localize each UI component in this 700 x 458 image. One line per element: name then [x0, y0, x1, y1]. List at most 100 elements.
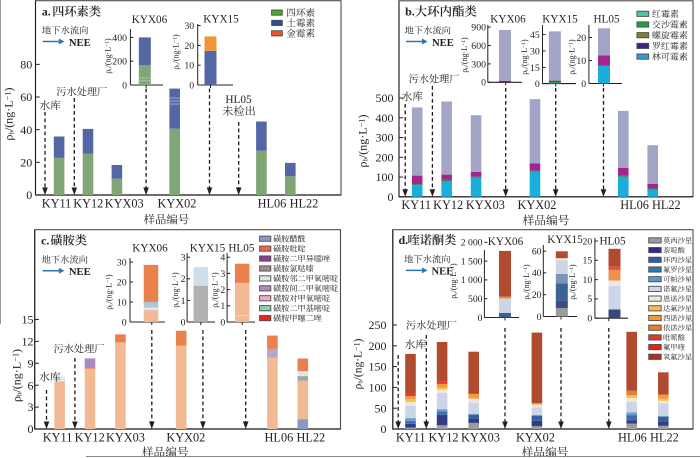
svg-text:HL05: HL05 — [599, 236, 626, 248]
svg-text:0: 0 — [481, 78, 486, 89]
svg-text:HL22: HL22 — [652, 198, 681, 212]
svg-text:10: 10 — [117, 297, 127, 308]
svg-text:15: 15 — [583, 256, 593, 267]
svg-text:KYX06: KYX06 — [132, 242, 168, 254]
svg-text:1 000: 1 000 — [461, 275, 483, 286]
svg-text:ρb/(ng·L−1): ρb/(ng·L−1) — [10, 349, 24, 402]
svg-text:KYX03: KYX03 — [466, 198, 505, 212]
svg-text:30: 30 — [117, 257, 127, 268]
svg-text:250: 250 — [369, 318, 387, 332]
svg-text:NEE: NEE — [69, 267, 91, 278]
svg-text:ρb/(ng·L−1): ρb/(ng·L−1) — [520, 39, 529, 75]
svg-text:KYX15: KYX15 — [547, 234, 583, 246]
svg-text:200: 200 — [376, 150, 394, 164]
svg-text:b.: b. — [405, 5, 415, 19]
svg-text:KYX15: KYX15 — [542, 13, 578, 25]
svg-text:1: 1 — [220, 301, 225, 312]
svg-text:ρb/(ng·L−1): ρb/(ng·L−1) — [211, 272, 220, 308]
svg-text:HL05: HL05 — [593, 13, 620, 25]
svg-text:20: 20 — [583, 236, 593, 247]
svg-text:ρb/(ng·L−1): ρb/(ng·L−1) — [2, 87, 16, 140]
svg-text:400: 400 — [376, 111, 394, 125]
svg-text:300: 300 — [376, 131, 394, 145]
svg-text:0: 0 — [189, 80, 194, 91]
svg-text:0: 0 — [535, 79, 540, 90]
svg-text:KYX02: KYX02 — [516, 430, 555, 444]
svg-text:0: 0 — [220, 317, 225, 328]
svg-text:KYX03: KYX03 — [461, 430, 500, 444]
svg-text:40: 40 — [20, 123, 32, 137]
svg-text:100: 100 — [376, 170, 394, 184]
svg-text:KYX06: KYX06 — [488, 236, 524, 248]
svg-text:0: 0 — [181, 317, 186, 328]
svg-text:KY12: KY12 — [428, 430, 458, 444]
svg-text:30: 30 — [184, 21, 194, 32]
svg-text:20: 20 — [20, 156, 32, 170]
svg-text:NEE: NEE — [432, 38, 454, 49]
svg-text:ρb/(ng·L−1): ρb/(ng·L−1) — [105, 274, 114, 310]
svg-text:NEE: NEE — [69, 38, 91, 49]
svg-text:KYX02: KYX02 — [518, 198, 557, 212]
svg-text:KY12: KY12 — [433, 198, 463, 212]
svg-text:HL06: HL06 — [620, 198, 649, 212]
svg-text:12: 12 — [22, 335, 34, 349]
svg-text:0: 0 — [381, 422, 387, 436]
svg-text:HL22: HL22 — [650, 430, 679, 444]
svg-text:KYX02: KYX02 — [166, 430, 205, 444]
svg-text:d.: d. — [399, 233, 409, 247]
svg-text:9: 9 — [28, 356, 34, 370]
svg-text:KY11: KY11 — [401, 198, 431, 212]
svg-text:60: 60 — [20, 90, 32, 104]
svg-text:ρb/(ng·L−1): ρb/(ng·L−1) — [104, 38, 113, 74]
svg-text:0: 0 — [26, 188, 32, 202]
svg-text:HL05: HL05 — [228, 242, 255, 254]
svg-text:HL06: HL06 — [258, 197, 287, 211]
svg-text:ρb/(ng·L−1): ρb/(ng·L−1) — [568, 264, 577, 300]
svg-text:20: 20 — [576, 33, 586, 44]
svg-text:ρb/(ng·L−1): ρb/(ng·L−1) — [568, 39, 577, 75]
svg-text:0: 0 — [581, 79, 586, 90]
svg-text:20: 20 — [117, 277, 127, 288]
svg-text:ρb/(ng·L−1): ρb/(ng·L−1) — [172, 34, 181, 70]
svg-text:500: 500 — [468, 294, 483, 305]
svg-text:40: 40 — [532, 268, 542, 279]
svg-text:HL06: HL06 — [618, 430, 647, 444]
svg-text:2: 2 — [181, 274, 186, 285]
svg-text:80: 80 — [20, 58, 32, 72]
svg-text:3: 3 — [181, 253, 186, 264]
svg-text:20: 20 — [532, 290, 542, 301]
svg-text:KYX15: KYX15 — [203, 14, 239, 26]
svg-text:20: 20 — [184, 41, 194, 52]
svg-text:0: 0 — [122, 317, 127, 328]
svg-text:2: 2 — [220, 285, 225, 296]
svg-text:10: 10 — [576, 56, 586, 67]
svg-text:KYX06: KYX06 — [490, 13, 526, 25]
svg-text:50: 50 — [375, 401, 387, 415]
svg-text:3: 3 — [220, 269, 225, 280]
svg-text:3: 3 — [28, 400, 34, 414]
svg-text:10: 10 — [583, 275, 593, 286]
svg-text:15: 15 — [22, 313, 34, 327]
svg-text:KY11: KY11 — [396, 430, 426, 444]
svg-text:0: 0 — [28, 422, 34, 436]
svg-text:1 500: 1 500 — [461, 256, 483, 267]
svg-text:ρb/(ng·L−1): ρb/(ng·L−1) — [522, 264, 531, 300]
svg-text:KYX15: KYX15 — [190, 242, 226, 254]
svg-text:KY11: KY11 — [43, 430, 73, 444]
svg-text:400: 400 — [112, 33, 127, 44]
svg-text:0: 0 — [388, 190, 394, 204]
svg-text:a.: a. — [42, 5, 51, 19]
svg-text:6: 6 — [28, 378, 34, 392]
svg-text:4: 4 — [220, 253, 225, 264]
svg-text:0: 0 — [478, 313, 483, 324]
svg-text:0: 0 — [537, 312, 542, 323]
svg-text:HL05: HL05 — [225, 94, 252, 106]
svg-text:ρb/(ng·L−1): ρb/(ng·L−1) — [352, 338, 365, 389]
svg-text:KYX06: KYX06 — [132, 14, 168, 26]
svg-text:300: 300 — [471, 59, 486, 70]
svg-text:150: 150 — [369, 360, 387, 374]
svg-text:0: 0 — [587, 314, 592, 325]
svg-text:5: 5 — [587, 294, 592, 305]
svg-text:c.: c. — [41, 233, 49, 247]
svg-text:KY12: KY12 — [75, 430, 105, 444]
